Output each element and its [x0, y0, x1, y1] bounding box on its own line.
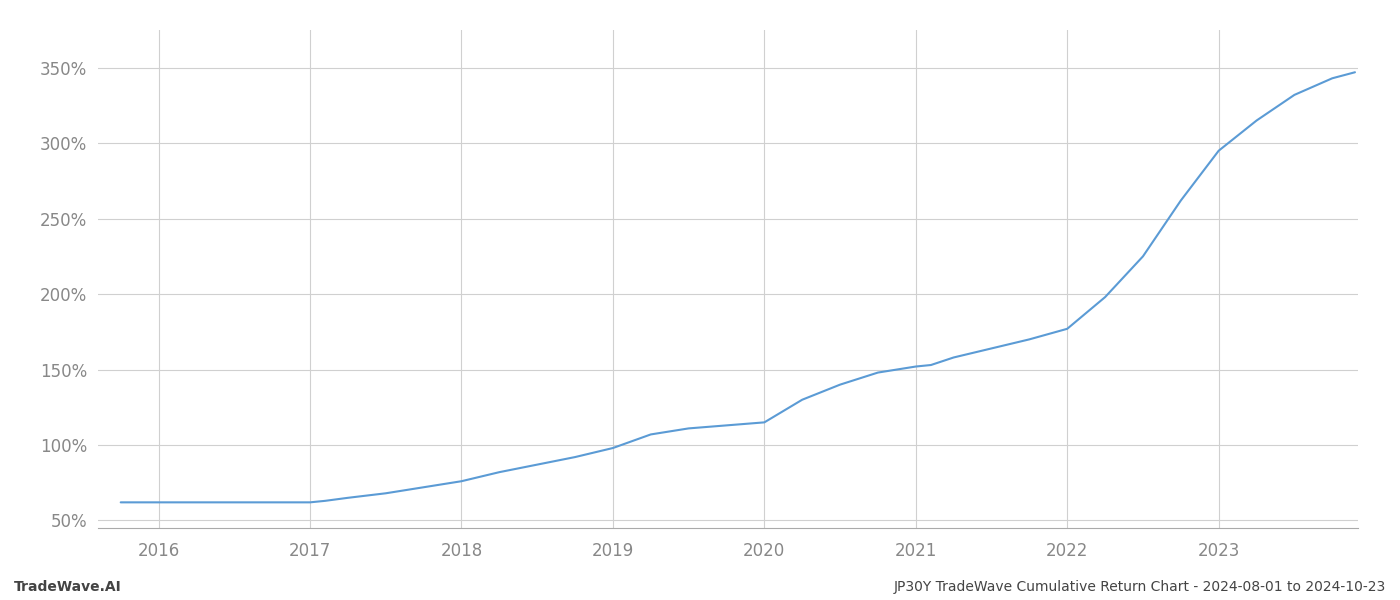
Text: JP30Y TradeWave Cumulative Return Chart - 2024-08-01 to 2024-10-23: JP30Y TradeWave Cumulative Return Chart … [893, 580, 1386, 594]
Text: TradeWave.AI: TradeWave.AI [14, 580, 122, 594]
